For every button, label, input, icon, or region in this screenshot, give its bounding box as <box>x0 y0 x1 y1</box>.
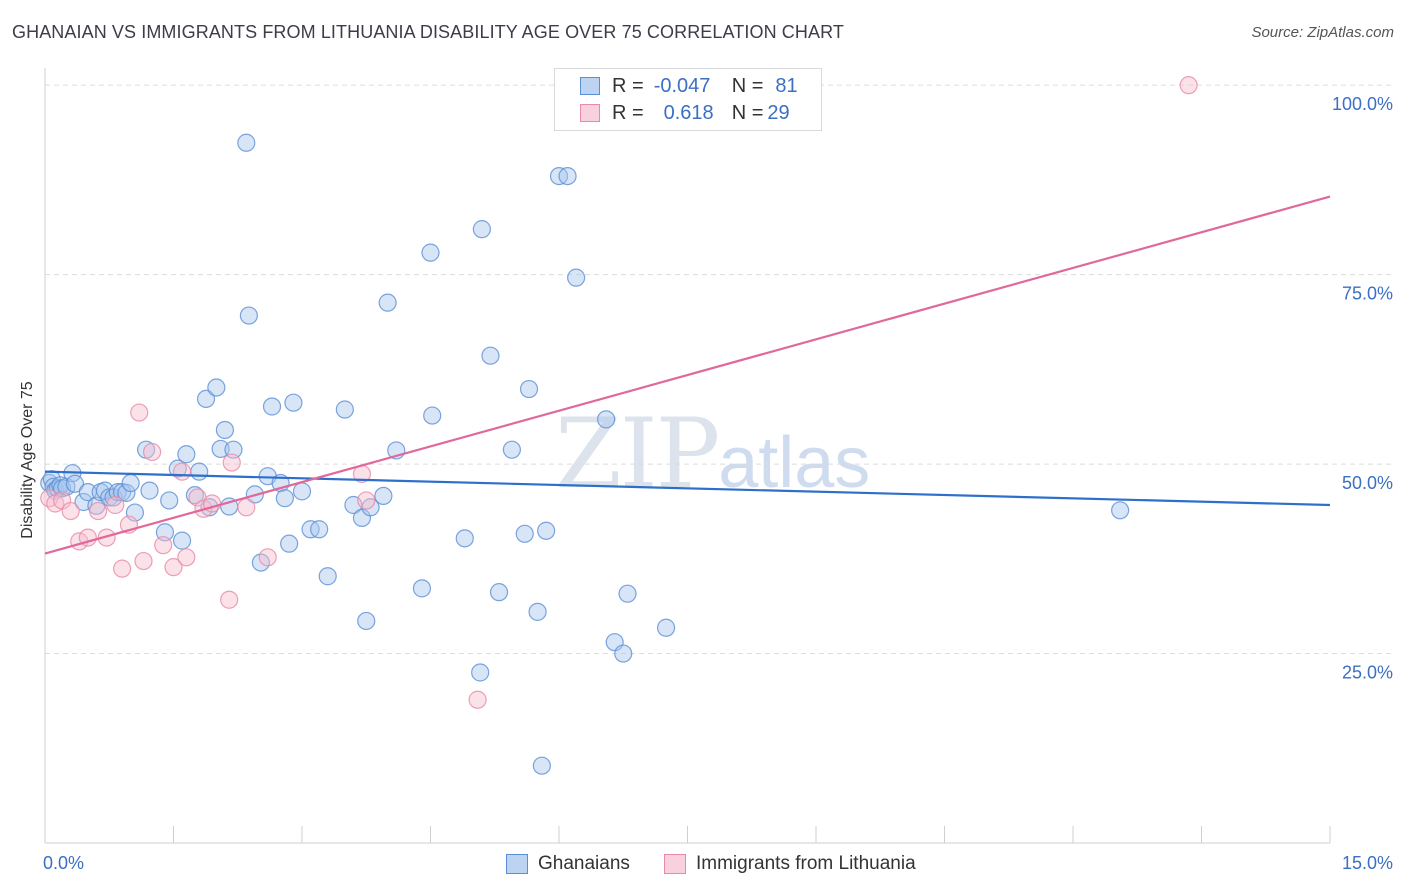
ghanaians-point <box>656 618 676 637</box>
legend-label-lithuania: Immigrants from Lithuania <box>696 853 916 874</box>
r-value: -0.047 <box>653 74 711 97</box>
n-label: N = <box>731 74 764 97</box>
ghanaians-point <box>618 584 637 603</box>
y-tick-label: 50.0% <box>1342 473 1393 493</box>
y-axis-label: Disability Age Over 75 <box>19 381 36 539</box>
y-tick-label: 75.0% <box>1342 284 1393 304</box>
stats-row-lithuania: R = 0.618 N = 29 <box>555 100 790 126</box>
ghanaians-point <box>597 410 616 429</box>
n-value: 29 <box>767 101 790 124</box>
ghanaians-point <box>207 378 226 397</box>
lithuania-point <box>357 491 376 510</box>
r-label: R = <box>612 101 644 124</box>
ghanaians-point <box>196 389 216 409</box>
ghanaians-point <box>121 473 140 493</box>
lithuania-point <box>61 501 80 521</box>
ghanaians-point <box>211 439 230 459</box>
ghanaians-point <box>412 579 432 598</box>
ghanaians-legend-swatch <box>506 854 528 874</box>
n-value: 81 <box>775 74 798 97</box>
ghanaians-point <box>65 474 85 493</box>
legend-label-ghanaians: Ghanaians <box>538 853 630 874</box>
ghanaians-point <box>160 491 179 510</box>
y-tick-label: 100.0% <box>1332 94 1393 114</box>
lithuania-point <box>89 501 108 521</box>
ghanaians-point <box>455 529 474 548</box>
ghanaians-point <box>528 602 547 621</box>
x-tick-label-min: 0.0% <box>43 853 84 873</box>
lithuania-legend-swatch <box>664 854 686 874</box>
ghanaians-point <box>185 486 205 505</box>
ghanaians-point <box>357 611 376 631</box>
ghanaians-point <box>275 489 294 508</box>
ghanaians-point <box>215 420 234 440</box>
ghanaians-point <box>284 393 303 412</box>
ghanaians-point <box>335 400 354 419</box>
r-label: R = <box>612 74 644 97</box>
stats-legend: R = -0.047 N = 81 R = 0.618 N = 29 <box>554 68 822 131</box>
ghanaians-point <box>292 482 312 501</box>
stats-row-ghanaians: R = -0.047 N = 81 <box>555 73 798 99</box>
ghanaians-point <box>532 756 551 775</box>
ghanaians-point <box>140 481 159 500</box>
ghanaians-point <box>374 486 393 506</box>
ghanaians-point <box>51 476 70 495</box>
lithuania-point <box>172 462 192 481</box>
n-label: N = <box>731 101 764 124</box>
lithuania-point <box>164 558 183 577</box>
lithuania-point <box>130 403 149 422</box>
ghanaians-point <box>421 243 440 262</box>
lithuania-point <box>468 690 487 709</box>
ghanaians-point <box>318 567 337 586</box>
ghanaians-point <box>310 520 329 539</box>
lithuania-swatch <box>580 104 600 122</box>
ghanaians-point <box>239 306 258 325</box>
ghanaians-swatch <box>580 77 600 95</box>
ghanaians-point <box>519 379 539 399</box>
chart-title: GHANAIAN VS IMMIGRANTS FROM LITHUANIA DI… <box>12 22 844 42</box>
ghanaians-point <box>423 406 442 425</box>
ghanaians-point <box>172 531 192 550</box>
lithuania-trend-line <box>44 195 1331 555</box>
ghanaians-point <box>614 644 633 663</box>
ghanaians-point <box>117 483 136 502</box>
lithuania-point <box>177 548 196 567</box>
lithuania-point <box>106 495 125 515</box>
lithuania-point <box>220 590 239 609</box>
source-credit: Source: ZipAtlas.com <box>1251 24 1394 41</box>
ghanaians-point <box>378 293 397 312</box>
ghanaians-point <box>481 346 500 365</box>
lithuania-point <box>258 548 277 567</box>
ghanaians-point <box>515 524 534 543</box>
ghanaians-point <box>489 583 509 602</box>
lithuania-point <box>154 536 173 555</box>
lithuania-point <box>237 498 256 517</box>
ghanaians-point <box>472 220 491 239</box>
ghanaians-trend-line <box>44 470 1331 507</box>
lithuania-point <box>222 453 241 472</box>
ghanaians-point <box>177 445 196 464</box>
lithuania-point <box>112 559 132 578</box>
x-tick-label-max: 15.0% <box>1342 853 1393 873</box>
ghanaians-point <box>558 166 577 186</box>
lithuania-point <box>134 551 153 571</box>
ghanaians-point <box>190 462 209 481</box>
ghanaians-point <box>471 663 490 682</box>
legend-item-ghanaians[interactable]: Ghanaians <box>506 850 630 878</box>
ghanaians-point <box>502 440 521 459</box>
lithuania-point <box>1179 76 1198 95</box>
lithuania-point <box>142 442 162 462</box>
r-value: 0.618 <box>663 101 714 124</box>
lithuania-point <box>97 528 116 547</box>
ghanaians-point <box>537 521 556 540</box>
y-tick-label: 25.0% <box>1342 663 1393 683</box>
ghanaians-point <box>237 133 256 152</box>
ghanaians-point <box>1111 501 1130 520</box>
ghanaians-point <box>567 268 586 287</box>
legend-item-lithuania[interactable]: Immigrants from Lithuania <box>664 850 916 878</box>
ghanaians-point <box>262 397 282 416</box>
ghanaians-point <box>280 534 299 553</box>
